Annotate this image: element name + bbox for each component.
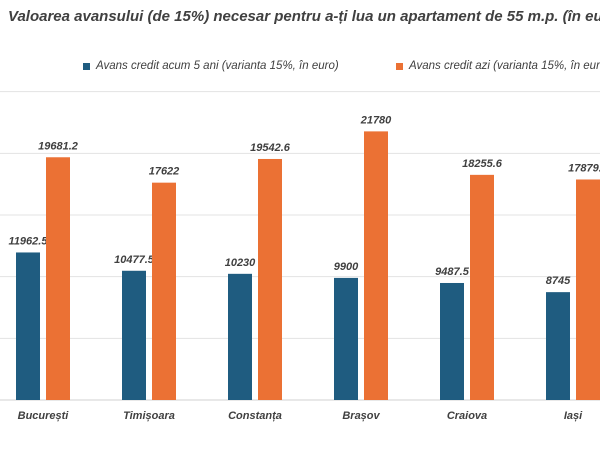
category-label-2: Constanța xyxy=(228,410,282,422)
legend-swatch-5-years-ago xyxy=(83,62,90,70)
bar-five-years-ago-3 xyxy=(334,277,358,400)
bar-today-4 xyxy=(470,174,494,400)
bar-five-years-ago-2 xyxy=(228,273,252,400)
data-label-today-0: 19681.2 xyxy=(38,140,78,152)
category-label-0: București xyxy=(18,410,70,422)
legend-label-today: Avans credit azi (varianta 15%, în euro) xyxy=(409,60,600,72)
bar-today-1 xyxy=(152,182,176,400)
data-label-today-2: 19542.6 xyxy=(250,142,291,154)
data-label-today-1: 17622 xyxy=(149,166,180,178)
data-label-today-4: 18255.6 xyxy=(462,158,503,170)
data-label-five-years-ago-0: 11962.5 xyxy=(9,235,49,247)
bar-today-2 xyxy=(258,158,282,400)
legend-swatch-today xyxy=(396,62,403,70)
category-label-3: Brașov xyxy=(342,410,380,422)
data-label-five-years-ago-2: 10230 xyxy=(225,257,256,269)
legend-item-today: Avans credit azi (varianta 15%, în euro) xyxy=(396,60,600,72)
bar-five-years-ago-1 xyxy=(122,270,146,400)
category-label-1: Timișoara xyxy=(123,410,175,422)
legend-label-5-years-ago: Avans credit acum 5 ani (varianta 15%, î… xyxy=(96,60,339,72)
category-label-5: Iași xyxy=(564,410,583,422)
bar-five-years-ago-4 xyxy=(440,282,464,400)
data-label-today-3: 21780 xyxy=(360,114,392,126)
data-label-five-years-ago-4: 9487.5 xyxy=(435,266,470,278)
chart-title: Valoarea avansului (de 15%) necesar pent… xyxy=(8,8,600,25)
bar-five-years-ago-5 xyxy=(546,292,570,400)
bar-today-3 xyxy=(364,131,388,400)
data-label-today-5: 17879.2 xyxy=(568,162,600,174)
bar-five-years-ago-0 xyxy=(16,252,40,400)
data-label-five-years-ago-5: 8745 xyxy=(546,275,571,287)
data-label-five-years-ago-3: 9900 xyxy=(334,261,359,273)
legend: Avans credit acum 5 ani (varianta 15%, î… xyxy=(0,60,600,78)
legend-item-5-years-ago: Avans credit acum 5 ani (varianta 15%, î… xyxy=(83,60,339,72)
bar-today-5 xyxy=(576,179,600,400)
bar-today-0 xyxy=(46,157,70,400)
category-label-4: Craiova xyxy=(447,410,487,422)
data-label-five-years-ago-1: 10477.5 xyxy=(114,254,155,266)
